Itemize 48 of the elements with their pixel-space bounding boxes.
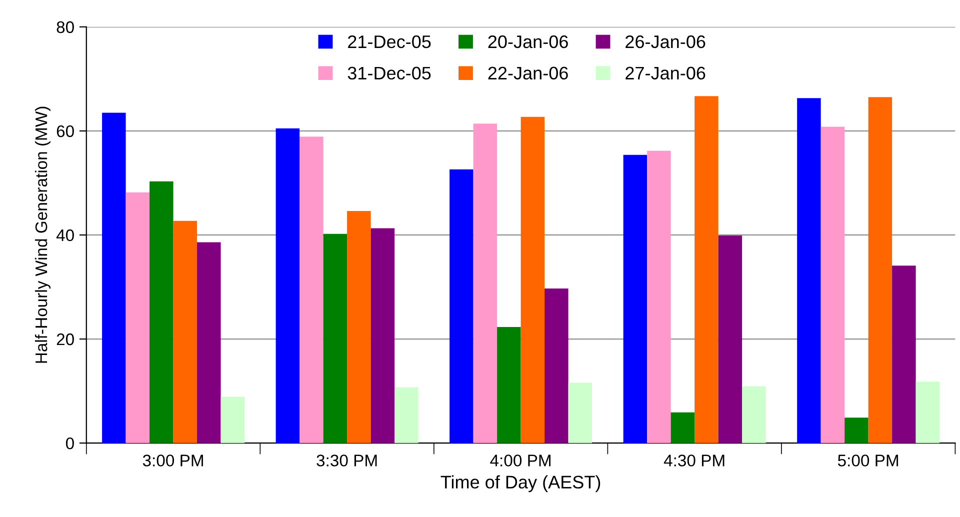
bar bbox=[797, 98, 821, 444]
bar bbox=[742, 386, 766, 444]
x-tick-label: 5:00 PM bbox=[838, 454, 898, 466]
bar bbox=[150, 181, 174, 444]
bar bbox=[647, 150, 671, 444]
bar bbox=[497, 327, 521, 444]
bar bbox=[544, 288, 568, 444]
x-axis-title: Time of Day (AEST) bbox=[440, 475, 600, 492]
bar bbox=[623, 154, 648, 444]
bar bbox=[820, 126, 845, 444]
bar bbox=[718, 235, 742, 444]
bar bbox=[868, 97, 892, 444]
legend-label: 27-Jan-06 bbox=[626, 66, 706, 80]
bar bbox=[126, 192, 150, 444]
y-tick-label: 40 bbox=[56, 229, 74, 242]
x-tick-label: 3:00 PM bbox=[142, 454, 203, 466]
bar bbox=[323, 234, 348, 444]
x-tick-label: 3:30 PM bbox=[316, 454, 377, 466]
legend-label: 20-Jan-06 bbox=[488, 35, 568, 48]
bar bbox=[347, 211, 371, 444]
bar bbox=[197, 242, 221, 444]
x-tick-label: 4:00 PM bbox=[490, 454, 550, 466]
bar bbox=[520, 116, 545, 444]
bar bbox=[300, 136, 324, 444]
bar bbox=[568, 382, 592, 444]
bar bbox=[370, 228, 395, 444]
bar bbox=[220, 396, 245, 444]
y-tick-label: 20 bbox=[56, 333, 74, 346]
bar bbox=[173, 220, 198, 444]
bar bbox=[844, 418, 868, 444]
y-tick-label: 60 bbox=[56, 125, 74, 138]
x-tick-label: 4:30 PM bbox=[664, 454, 724, 466]
bar bbox=[394, 387, 418, 444]
legend-label: 21-Dec-05 bbox=[348, 35, 431, 48]
y-axis-title: Half-Hourly Wind Generation (MW) bbox=[34, 106, 50, 363]
bar bbox=[473, 124, 498, 444]
bar bbox=[276, 128, 300, 444]
bar bbox=[670, 412, 695, 444]
bar bbox=[694, 96, 718, 444]
legend-label: 22-Jan-06 bbox=[488, 66, 568, 80]
bar bbox=[102, 112, 126, 444]
bar bbox=[450, 169, 474, 444]
bar bbox=[892, 266, 916, 444]
bar bbox=[916, 382, 940, 444]
y-tick-label: 0 bbox=[66, 437, 74, 450]
y-tick-label: 80 bbox=[56, 21, 74, 34]
legend-label: 31-Dec-05 bbox=[348, 66, 431, 80]
legend-label: 26-Jan-06 bbox=[626, 35, 706, 48]
